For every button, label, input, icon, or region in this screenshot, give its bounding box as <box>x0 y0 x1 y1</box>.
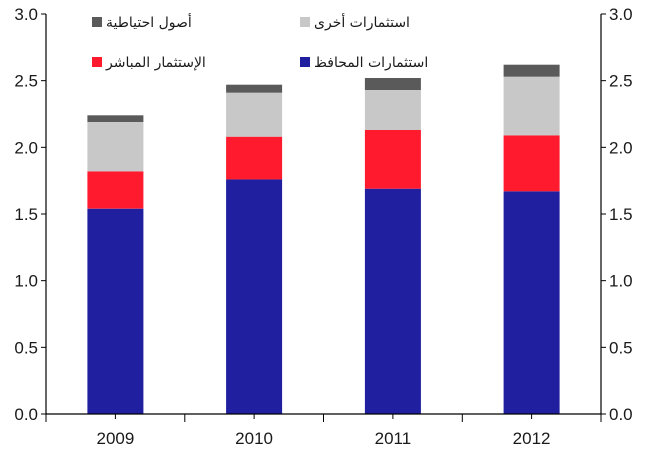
legend: أصول احتياطية استثمارات أخرى الإستثمار الم… <box>92 13 428 71</box>
y-tick-label-left: 1.5 <box>14 205 38 224</box>
y-tick-label-left: 0.0 <box>14 405 38 424</box>
legend-label-series-4: أصول احتياطية <box>106 13 192 31</box>
x-tick-label: 2010 <box>235 429 273 448</box>
legend-label-series-3: استثمارات أخرى <box>314 13 410 31</box>
bar-2012-series-4 <box>503 64 560 77</box>
bar-2009-series-1 <box>87 208 144 414</box>
y-tick-label-right: 2.5 <box>609 72 633 91</box>
y-tick-label-right: 2.0 <box>609 138 633 157</box>
y-tick-label-left: 2.0 <box>14 138 38 157</box>
x-tick-label: 2012 <box>513 429 551 448</box>
y-tick-label-left: 3.0 <box>14 5 38 24</box>
bar-2012-series-3 <box>503 76 560 136</box>
x-tick-label: 2011 <box>375 429 412 448</box>
y-tick-label-left: 2.5 <box>14 72 38 91</box>
legend-swatch-series-4 <box>92 17 102 27</box>
y-tick-label-left: 1.0 <box>14 272 38 291</box>
bar-2009-series-4 <box>87 115 144 122</box>
y-tick-label-right: 3.0 <box>609 5 633 24</box>
bar-2009-series-2 <box>87 171 144 209</box>
bar-2010-series-2 <box>226 136 283 180</box>
y-tick-label-right: 0.5 <box>609 338 633 357</box>
bar-2011-series-3 <box>364 90 421 130</box>
legend-swatch-series-1 <box>300 57 310 67</box>
bar-2011-series-1 <box>364 188 421 414</box>
y-tick-label-right: 1.5 <box>609 205 633 224</box>
axes-layer: 2009 2010 2011 2012 0.0 0.0 0.5 0.5 1.0 1.0 1.5 1.5… <box>14 5 632 448</box>
bar-2012-series-2 <box>503 135 560 192</box>
bar-2011-series-2 <box>364 130 421 189</box>
bar-2010-series-3 <box>226 92 283 137</box>
y-tick-label-right: 1.0 <box>609 272 633 291</box>
bars-layer <box>87 64 560 414</box>
legend-swatch-series-2 <box>92 57 102 67</box>
y-tick-label-right: 0.0 <box>609 405 633 424</box>
bar-2009-series-3 <box>87 122 144 172</box>
bar-2010-series-1 <box>226 179 283 414</box>
legend-label-series-1: استثمارات المحافظ <box>314 55 428 71</box>
bar-2012-series-1 <box>503 191 560 414</box>
y-tick-label-left: 0.5 <box>14 338 38 357</box>
legend-label-series-2: الإستثمار المباشر <box>105 55 206 71</box>
x-tick-label: 2009 <box>96 429 134 448</box>
bar-2010-series-4 <box>226 84 283 93</box>
bar-2011-series-4 <box>364 78 421 90</box>
legend-swatch-series-3 <box>300 17 310 27</box>
